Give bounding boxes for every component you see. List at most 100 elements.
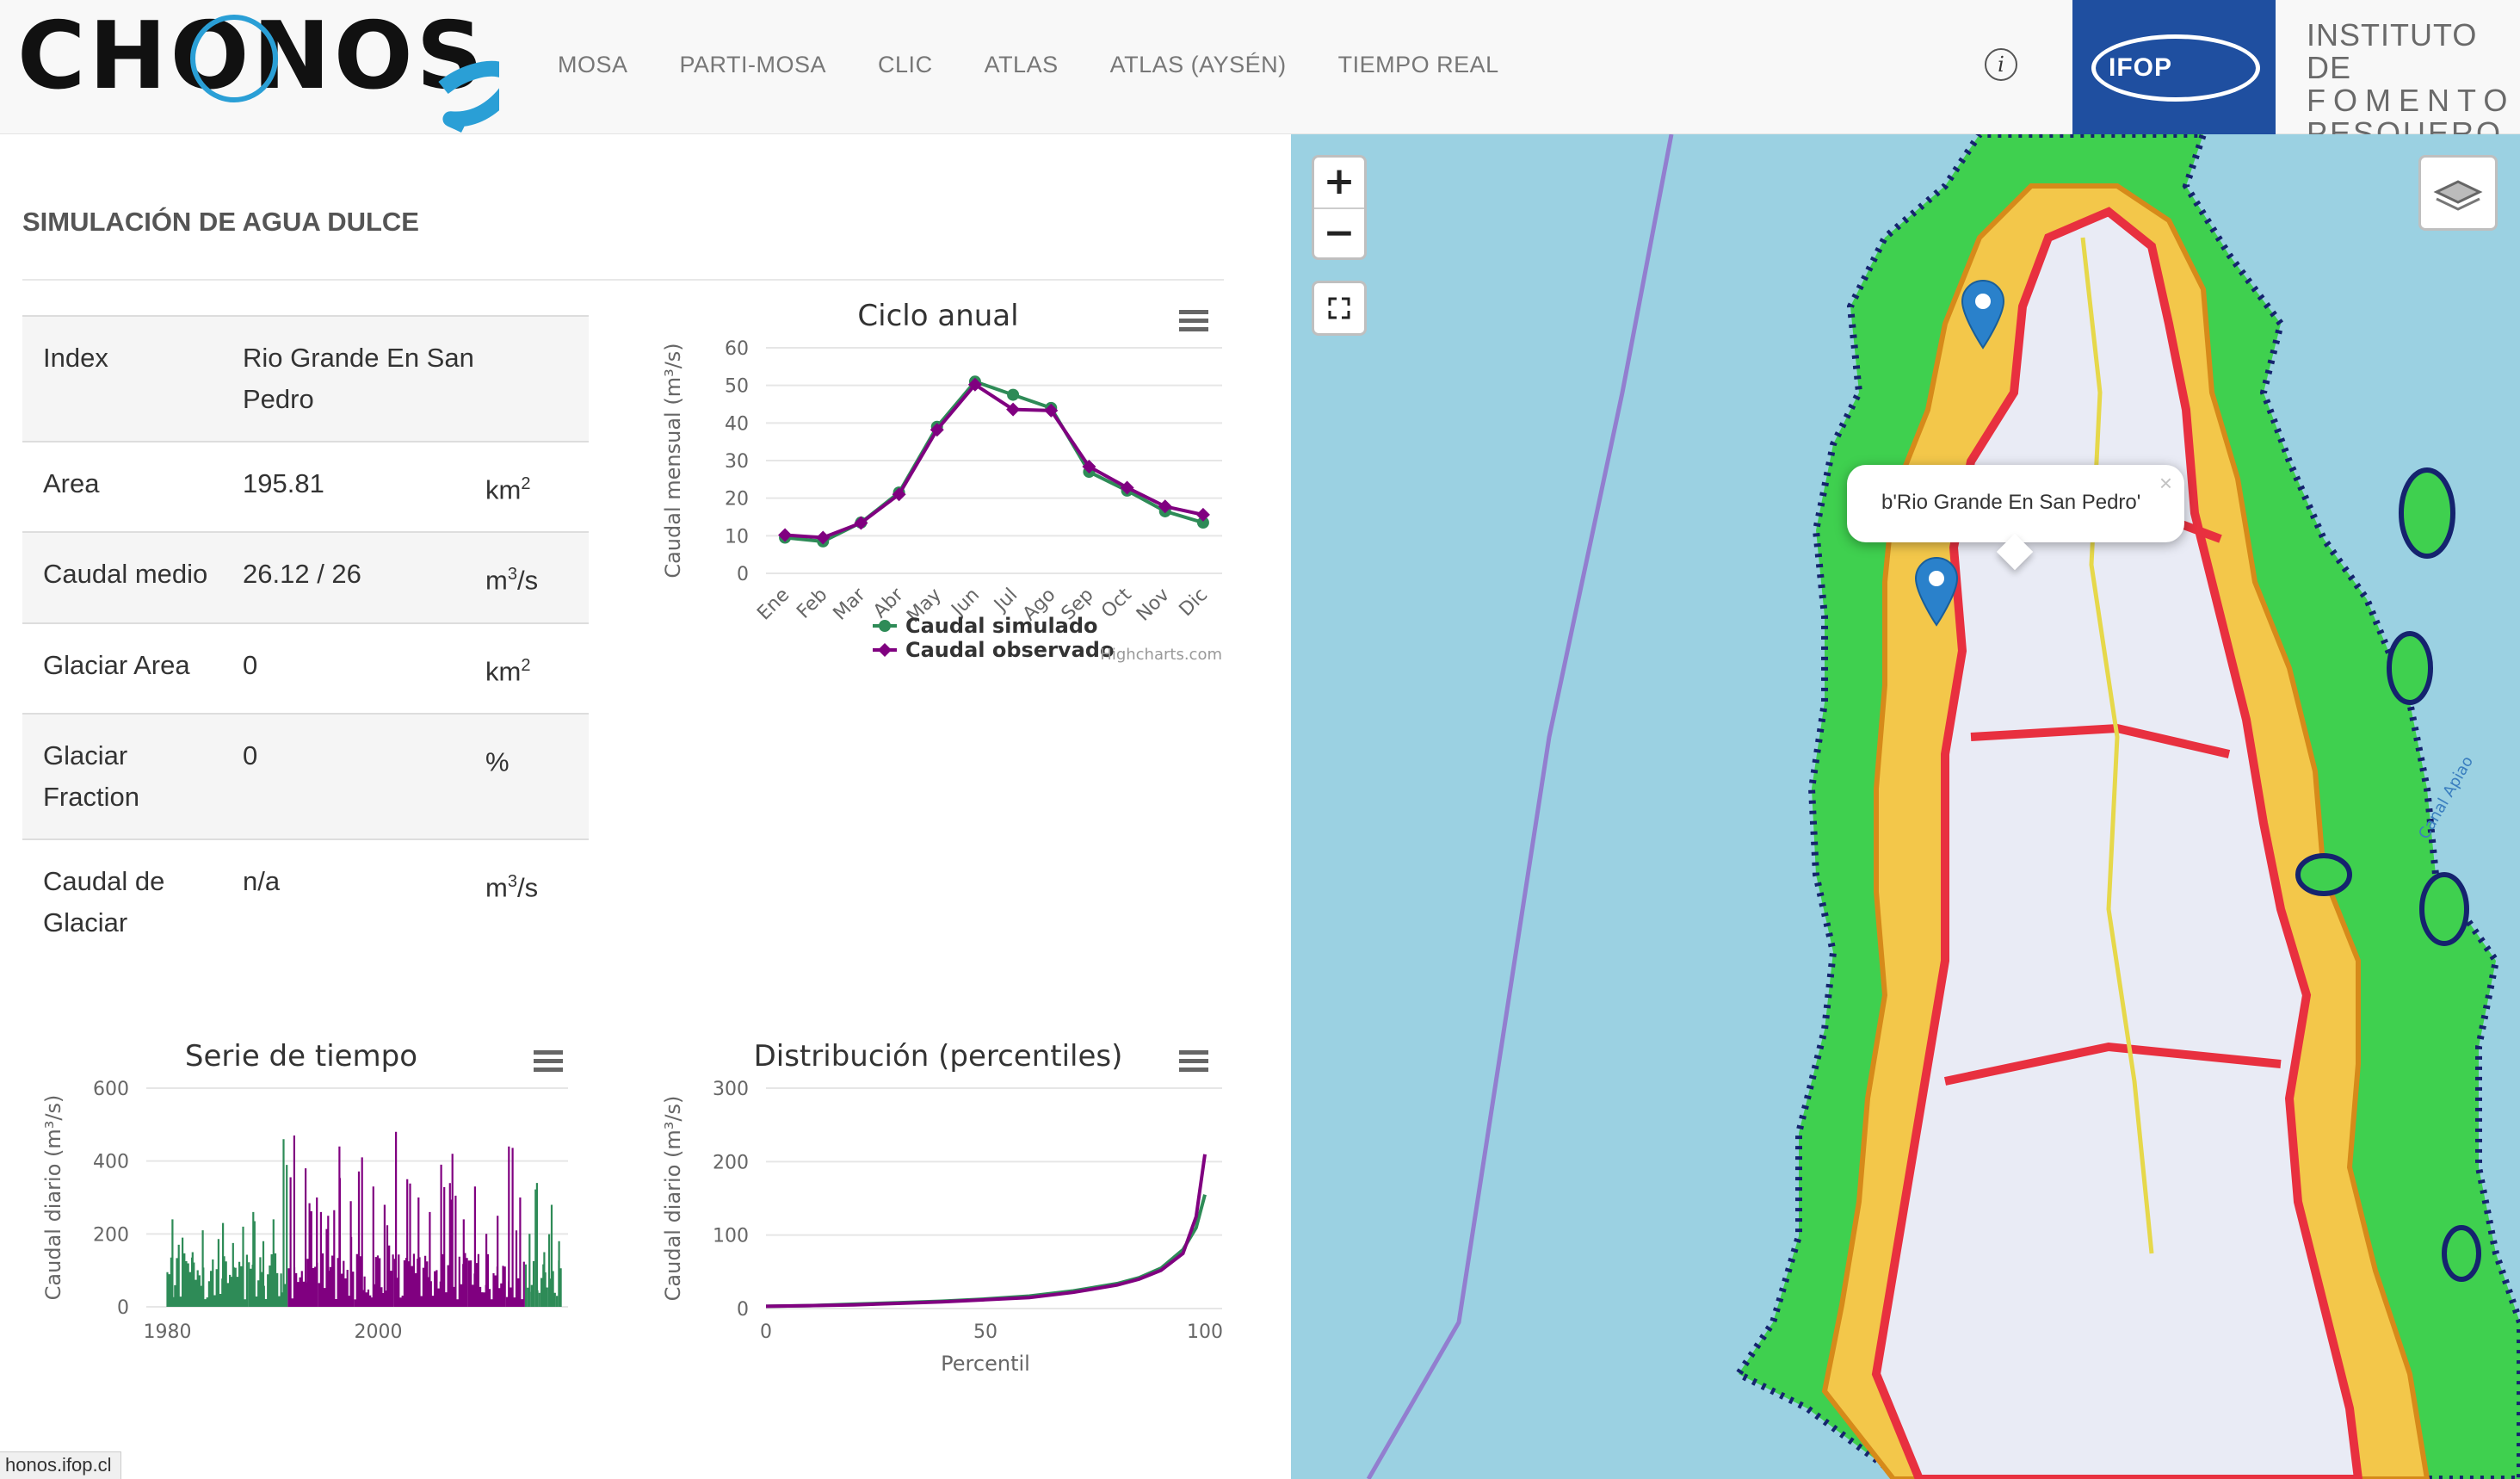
chart-credit: Highcharts.com [1100,646,1222,664]
legend-marker [878,643,892,657]
unit-exponent: 2 [521,655,531,675]
institution-name-line: INSTITUTO DE [2307,17,2478,85]
menu-bar [1179,327,1208,331]
data-point [892,487,906,502]
annual-cycle-chart: Ciclo anual 0 10 20 30 40 50 60 Ene Feb Mar Abr May J… [645,299,1231,978]
popup-close-button[interactable]: × [2159,470,2172,496]
title-divider [22,279,1224,281]
layers-icon [2433,180,2483,211]
nav-link-parti-mosa[interactable]: PARTI-MOSA [679,52,827,77]
y-tick-label: 100 [713,1226,749,1247]
y-tick-label: 20 [725,489,749,511]
data-point [1158,499,1172,514]
menu-bar [534,1059,563,1063]
y-tick-label: 600 [93,1079,129,1100]
popup-text: b'Rio Grande En San Pedro' [1881,491,2141,514]
chart-menu-icon[interactable] [1179,1050,1208,1072]
zoom-in-button[interactable]: + [1323,159,1356,203]
nav-link-clic[interactable]: CLIC [878,52,933,77]
legend-label: Caudal simulado [905,614,1098,638]
info-row: Glaciar Fraction 0% [22,712,589,839]
data-point [967,377,982,392]
chart-title: Serie de tiempo [185,1039,417,1074]
basin-marker[interactable] [1959,277,2007,350]
x-tick-label: Nov [1133,585,1174,626]
x-tick-label: Feb [793,585,831,623]
time-series-chart: Serie de tiempo 0 200 400 600 1980 2000 Caudal … [34,1039,602,1477]
x-tick-label: Jul [989,585,1022,617]
zoom-out-button[interactable]: − [1314,207,1364,257]
unit-base: km [485,474,522,505]
unit-base: m [485,872,508,903]
nav-links: MOSA PARTI-MOSA CLIC ATLAS ATLAS (AYSÉN)… [558,52,1551,78]
y-tick-label: 60 [725,338,749,360]
basin-info-table: Index Rio Grande En San Pedro Area 195.81 km… [22,315,589,964]
nav-link-mosa[interactable]: MOSA [558,52,628,77]
nav-link-atlas-aysen[interactable]: ATLAS (AYSÉN) [1109,52,1287,77]
unit-exponent: 3 [507,871,517,891]
menu-bar [1179,319,1208,323]
unit-base: % [485,746,510,777]
nav-link-tiempo-real[interactable]: TIEMPO REAL [1337,52,1499,77]
info-label: Glaciar Area [22,622,222,714]
info-value: 26.12 / 26 [222,531,485,623]
brand-wordmark: CHONOS [17,3,487,110]
menu-bar [1179,1059,1208,1063]
legend-label: Caudal observado [905,638,1114,662]
y-tick-label: 300 [713,1079,749,1100]
chart-menu-icon[interactable] [534,1050,563,1072]
data-point [930,423,944,437]
data-point [1120,480,1134,495]
info-label: Glaciar Fraction [22,712,222,839]
info-panel: SIMULACIÓN DE AGUA DULCE Index Rio Grande… [0,134,1291,1479]
y-axis-label: Caudal diario (m³/s) [41,1095,65,1301]
menu-bar [534,1067,563,1072]
series-line [765,1154,1207,1309]
selected-basin-marker[interactable] [1912,554,1961,627]
y-tick-label: 200 [93,1224,129,1246]
y-tick-label: 0 [737,564,749,585]
info-unit: m3/s [485,531,589,623]
info-label: Caudal de Glaciar [22,838,222,964]
page-title: SIMULACIÓN DE AGUA DULCE [22,207,419,237]
zoom-control: + − [1312,155,1367,260]
chart-menu-icon[interactable] [1179,310,1208,331]
institution-name: INSTITUTO DE FOMENTO PESQUERO [2307,19,2520,150]
info-value: n/a [222,838,485,964]
data-point [1006,402,1021,417]
x-tick-label: Ene [753,585,794,625]
info-unit: m3/s [485,838,589,964]
x-tick-label: Abr [869,584,908,622]
nav-link-atlas[interactable]: ATLAS [984,52,1059,77]
series-bars [166,1139,288,1307]
series-line [765,1194,1207,1309]
unit-tail: /s [516,872,539,903]
fullscreen-button[interactable] [1312,281,1367,336]
chart-title: Ciclo anual [857,299,1018,333]
info-unit [485,315,589,442]
layers-control[interactable] [2418,155,2498,231]
menu-bar [1179,310,1208,314]
info-unit: km2 [485,440,589,533]
status-bar-url: honos.ifop.cl [0,1451,121,1479]
ifop-logo: IFOP [2072,0,2276,134]
brand-decoration [190,15,499,133]
map-view[interactable]: Canal Apiao + − b'Rio Grande [1291,134,2520,1479]
y-tick-label: 50 [725,376,749,398]
info-icon[interactable]: i [1985,48,2017,81]
info-row: Index Rio Grande En San Pedro [22,315,589,442]
info-unit: km2 [485,622,589,714]
data-point [778,528,793,542]
x-tick-label: 2000 [355,1321,403,1343]
x-tick-label: 50 [973,1321,998,1343]
info-label: Caudal medio [22,531,222,623]
info-unit: % [485,712,589,839]
chonos-logo[interactable]: CHONOS [17,3,499,133]
institution-name-line: FOMENTO [2307,83,2516,118]
data-point [1044,403,1059,418]
y-tick-label: 200 [713,1152,749,1173]
top-navbar: CHONOS MOSA PARTI-MOSA CLIC ATLAS ATLAS … [0,0,2520,150]
data-point [854,516,868,530]
distribution-chart: Distribución (percentiles) 0 100 200 300 0 50 1… [645,1039,1231,1477]
